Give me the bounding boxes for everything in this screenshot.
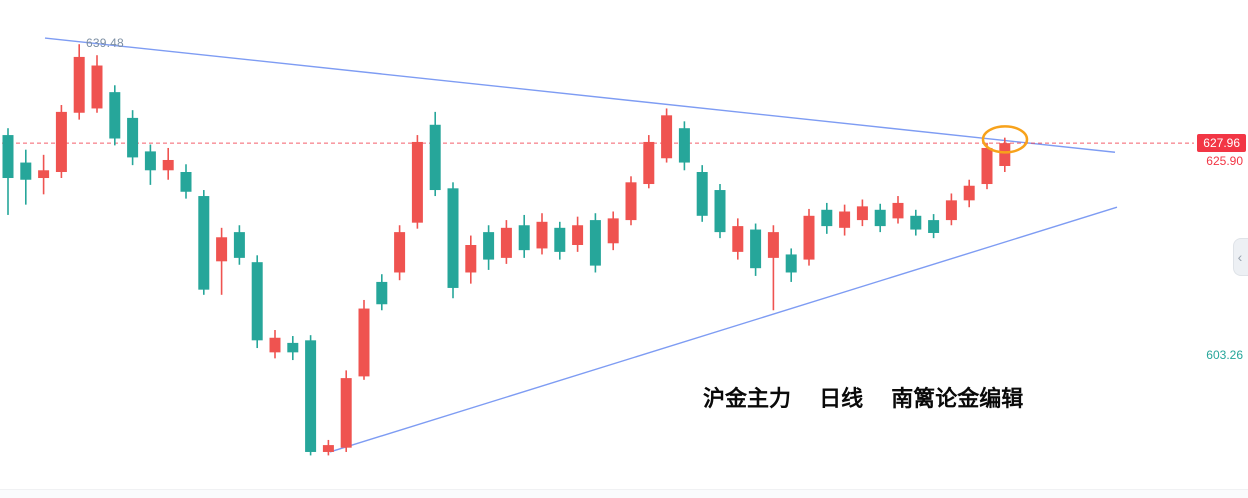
candle-body bbox=[643, 141, 655, 185]
candle-body bbox=[554, 227, 566, 252]
candle-body bbox=[287, 342, 299, 353]
candle-body bbox=[127, 117, 139, 158]
chevron-left-icon: ‹ bbox=[1237, 249, 1243, 265]
candle-body bbox=[144, 151, 156, 171]
candle-body bbox=[607, 218, 619, 244]
candle-body bbox=[358, 308, 370, 377]
candle-body bbox=[38, 170, 50, 179]
candle-body bbox=[55, 111, 67, 173]
candle-body bbox=[162, 159, 174, 171]
trendline bbox=[44, 37, 1116, 153]
candle-body bbox=[910, 215, 922, 230]
candle-body bbox=[465, 245, 477, 273]
candle-body bbox=[803, 215, 815, 260]
candle-body bbox=[447, 188, 459, 288]
candle-body bbox=[411, 141, 423, 223]
candle-body bbox=[269, 337, 281, 353]
trendline bbox=[329, 206, 1118, 453]
candle-body bbox=[340, 378, 352, 448]
candle-body bbox=[483, 232, 495, 260]
candle-body bbox=[572, 225, 584, 245]
candle-body bbox=[216, 237, 228, 262]
highlight-ellipse bbox=[981, 125, 1029, 154]
candle-body bbox=[999, 143, 1011, 166]
candle-body bbox=[429, 124, 441, 191]
candle-body bbox=[91, 65, 103, 109]
candle-body bbox=[20, 162, 32, 180]
candle-body bbox=[180, 172, 192, 192]
candle-body bbox=[661, 115, 673, 159]
candle-body bbox=[767, 232, 779, 258]
candle-body bbox=[198, 196, 210, 290]
candle-body bbox=[945, 200, 957, 221]
candle-body bbox=[394, 232, 406, 273]
candle-body bbox=[981, 147, 993, 185]
bottom-axis-strip bbox=[0, 489, 1248, 498]
panel-toggle-button[interactable]: ‹ bbox=[1233, 238, 1248, 276]
candle-body bbox=[678, 128, 690, 163]
candle-body bbox=[73, 56, 85, 113]
candle-body bbox=[732, 226, 744, 252]
candle-body bbox=[963, 185, 975, 201]
last-price-badge: 627.96 bbox=[1197, 134, 1246, 152]
candle-body bbox=[856, 206, 868, 221]
watermark-title: 沪金主力 日线 南篱论金编辑 bbox=[703, 386, 1024, 411]
candle-body bbox=[714, 190, 726, 233]
secondary-price-label: 625.90 bbox=[1206, 154, 1243, 168]
candle-body bbox=[696, 172, 708, 216]
candle-body bbox=[500, 227, 512, 258]
candle-body bbox=[625, 182, 637, 221]
candle-body bbox=[518, 225, 530, 251]
candle-body bbox=[233, 232, 245, 258]
candle-body bbox=[589, 220, 601, 266]
candle-body bbox=[109, 92, 121, 139]
candle-body bbox=[376, 281, 388, 305]
candle-body bbox=[785, 254, 797, 273]
candle-body bbox=[536, 221, 548, 249]
candle-body bbox=[928, 220, 940, 233]
candle-body bbox=[892, 202, 904, 219]
low-price-label: 603.26 bbox=[1206, 348, 1243, 362]
candle-body bbox=[251, 262, 263, 341]
candle-body bbox=[750, 229, 762, 269]
candle-body bbox=[305, 340, 317, 452]
candle-body bbox=[874, 209, 886, 227]
candle-body bbox=[821, 209, 833, 227]
high-price-label: 639.48 bbox=[86, 36, 124, 50]
candle-body bbox=[2, 135, 14, 179]
candle-body bbox=[839, 211, 851, 228]
candle-body bbox=[322, 445, 334, 452]
